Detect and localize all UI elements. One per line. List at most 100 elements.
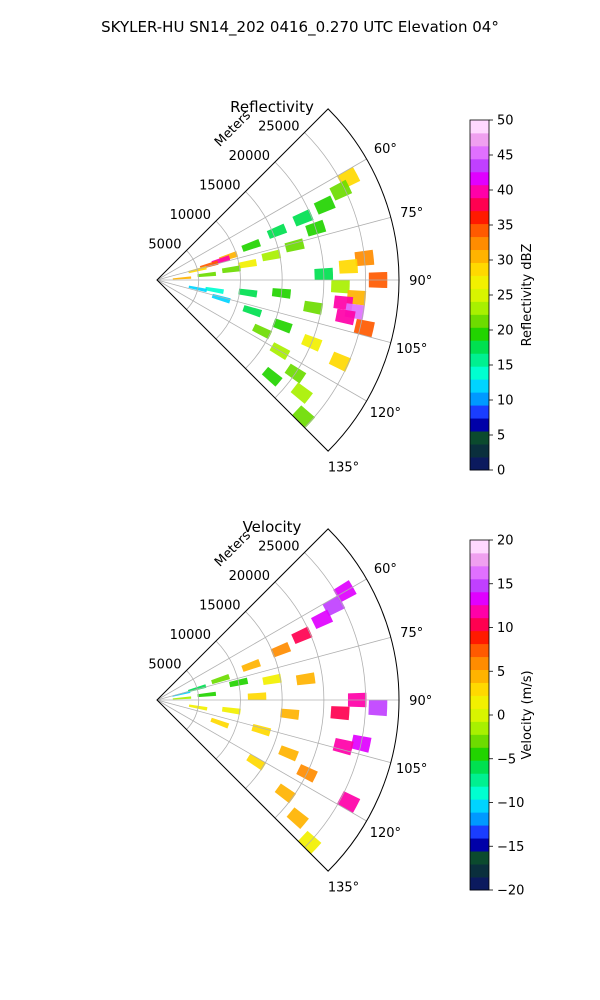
data-cell — [330, 280, 350, 294]
data-cell — [335, 308, 356, 326]
data-cell — [291, 626, 313, 645]
data-cell — [286, 807, 309, 829]
colorbar-segment — [470, 236, 489, 251]
colorbar-tick-label: −10 — [497, 796, 524, 811]
data-cell — [251, 724, 272, 737]
data-cell — [197, 691, 217, 698]
velocity-panel: Velocity 5000 10000 15000 20000 25000 Meters 60… — [148, 518, 535, 899]
colorbar-segment — [470, 838, 489, 852]
colorbar-segment — [470, 314, 489, 328]
colorbar-segment — [470, 392, 489, 406]
colorbar-segment — [470, 379, 489, 393]
data-cell — [278, 745, 299, 762]
colorbar-segment — [470, 617, 489, 632]
colorbar-tick-label: 40 — [497, 184, 514, 199]
radial-tick-label: 15000 — [199, 179, 240, 194]
colorbar-tick-label: −15 — [497, 840, 524, 855]
colorbar-label: Velocity (m/s) — [520, 670, 535, 759]
colorbar-tick-label: 0 — [497, 464, 505, 479]
colorbar-tick-label: 10 — [497, 394, 514, 409]
colorbar-segment — [470, 721, 489, 735]
colorbar-tick-label: −5 — [497, 752, 516, 767]
radial-tick-label: 10000 — [170, 208, 211, 223]
azimuth-tick-label: 75° — [400, 206, 423, 221]
azimuth-spoke — [156, 279, 391, 344]
azimuth-tick-label: 105° — [396, 342, 427, 357]
data-cell — [247, 692, 267, 700]
sector-frame — [156, 528, 400, 872]
azimuth-tick-label: 120° — [370, 406, 401, 421]
colorbar-segment — [470, 604, 489, 619]
data-cell — [270, 641, 292, 658]
colorbar-segment — [470, 799, 489, 813]
colorbar-tick-label: 20 — [497, 324, 514, 339]
data-cell — [246, 753, 267, 771]
azimuth-tick-label: 90° — [409, 694, 432, 709]
colorbar-tick-label: 15 — [497, 577, 514, 592]
colorbar-segment — [470, 695, 489, 709]
azimuth-tick-label: 90° — [409, 274, 432, 289]
reflectivity-panel: Reflectivity500010000150002000025000Mete… — [148, 98, 535, 479]
colorbar-segment — [470, 120, 489, 134]
colorbar-segment — [470, 431, 489, 445]
colorbar-tick-label: 15 — [497, 359, 514, 374]
colorbar-segment — [470, 405, 489, 419]
colorbar-tick-label: 50 — [497, 114, 514, 129]
azimuth-spoke — [156, 699, 391, 764]
colorbar-tick-label: 25 — [497, 289, 514, 304]
colorbar-segment — [470, 825, 489, 839]
data-cell — [310, 609, 334, 630]
data-cell — [336, 791, 361, 814]
data-cell — [262, 673, 282, 686]
data-cell — [280, 708, 300, 720]
colorbar-segment — [470, 223, 489, 238]
data-cell — [303, 300, 324, 315]
colorbar-segment — [470, 760, 489, 774]
figure-suptitle: SKYLER-HU SN14_202 0416_0.270 UTC Elevat… — [101, 18, 499, 37]
panel-title: Velocity — [243, 518, 302, 536]
colorbar-segment — [470, 773, 489, 787]
azimuth-spoke — [156, 636, 391, 701]
colorbar-segment — [470, 747, 489, 761]
azimuth-spoke — [156, 158, 367, 281]
data-cell — [172, 276, 192, 280]
data-cell — [274, 783, 297, 804]
colorbar-tick-label: 10 — [497, 621, 514, 636]
radial-tick-label: 5000 — [148, 238, 181, 253]
colorbar-segment — [470, 197, 489, 212]
azimuth-spoke — [156, 699, 367, 822]
colorbar-tick-label: 30 — [497, 254, 514, 269]
colorbar-segment — [470, 444, 489, 458]
colorbar-segment — [470, 145, 489, 160]
data-cell — [295, 672, 316, 686]
colorbar-segment — [470, 877, 489, 891]
colorbar-tick-label: 5 — [497, 665, 505, 680]
data-cell — [313, 195, 336, 215]
data-cell — [205, 286, 224, 295]
colorbar-segment — [470, 275, 489, 289]
radial-axis-label: Meters — [212, 528, 254, 570]
data-cell — [368, 700, 388, 717]
colorbar-segment — [470, 851, 489, 865]
data-cell — [261, 249, 282, 262]
data-cell — [238, 288, 258, 298]
colorbar-segment — [470, 643, 489, 658]
colorbar-tick-label: 5 — [497, 429, 505, 444]
data-cell — [290, 382, 313, 404]
colorbar-segment — [470, 591, 489, 606]
colorbar-segment — [470, 353, 489, 367]
colorbar-segment — [470, 734, 489, 748]
colorbar-tick-label: 0 — [497, 709, 505, 724]
radial-tick-label: 20000 — [229, 149, 270, 164]
azimuth-tick-label: 135° — [328, 881, 359, 896]
colorbar-segment — [470, 457, 489, 471]
data-cell — [197, 271, 217, 278]
colorbar-tick-label: 45 — [497, 149, 514, 164]
data-cell — [338, 258, 358, 274]
data-cell — [210, 717, 230, 729]
colorbar-segment — [470, 812, 489, 826]
colorbar-label: Reflectivity dBZ — [520, 244, 535, 347]
azimuth-spoke — [156, 279, 367, 402]
colorbar-segment — [470, 262, 489, 276]
colorbar-segment — [470, 158, 489, 173]
